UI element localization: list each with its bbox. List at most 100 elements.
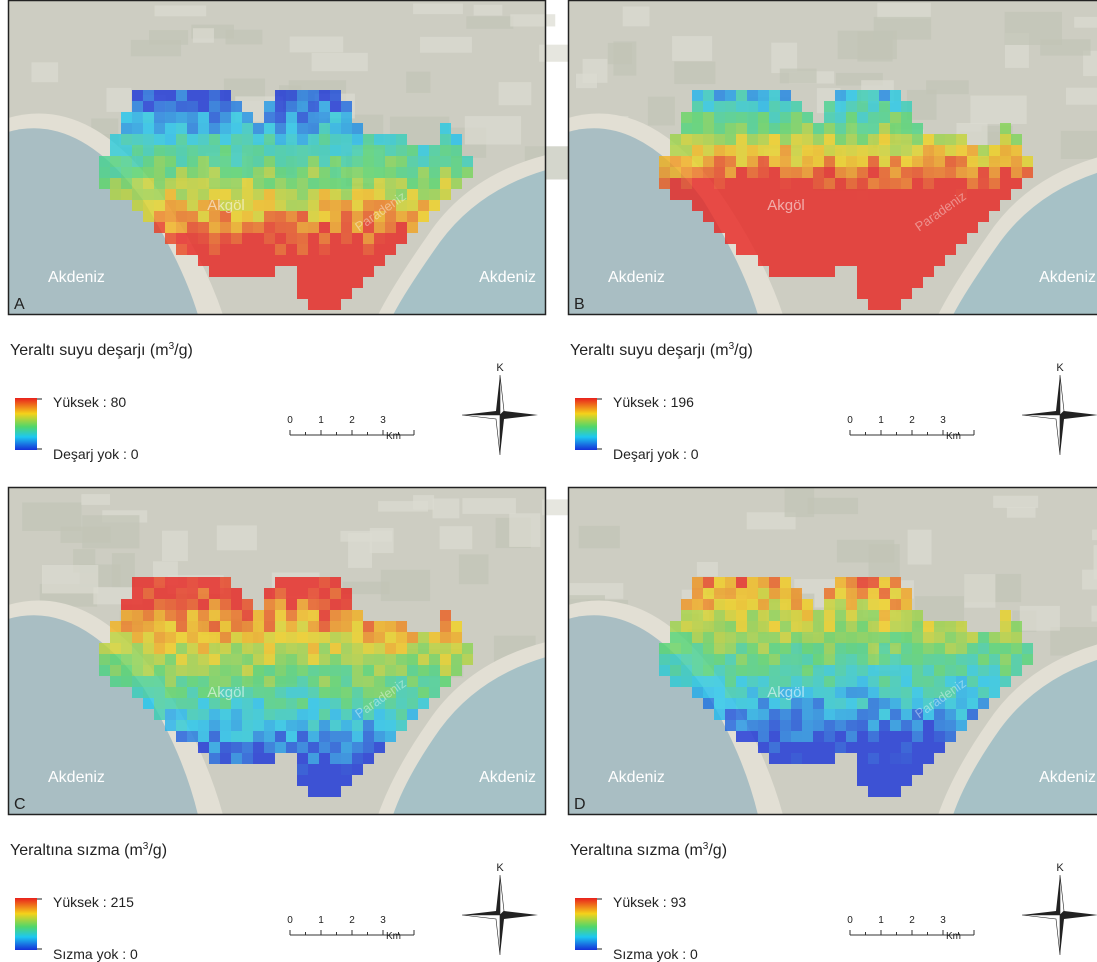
raster-cell [912, 753, 923, 764]
raster-cell [868, 665, 879, 676]
raster-cell [835, 643, 846, 654]
raster-cell [846, 156, 857, 167]
raster-cell [956, 665, 967, 676]
raster-cell [890, 244, 901, 255]
raster-cell [242, 134, 253, 145]
raster-cell [264, 654, 275, 665]
raster-cell [780, 134, 791, 145]
raster-cell [275, 200, 286, 211]
raster-cell [879, 599, 890, 610]
raster-cell [901, 764, 912, 775]
raster-cell [692, 178, 703, 189]
raster-cell [846, 709, 857, 720]
raster-cell [385, 643, 396, 654]
raster-cell [440, 189, 451, 200]
raster-cell [187, 720, 198, 731]
raster-cell [440, 167, 451, 178]
raster-cell [813, 742, 824, 753]
raster-cell [736, 200, 747, 211]
raster-cell [154, 178, 165, 189]
raster-cell [1011, 621, 1022, 632]
raster-cell [791, 731, 802, 742]
raster-cell [275, 189, 286, 200]
raster-cell [714, 200, 725, 211]
raster-cell [901, 720, 912, 731]
raster-cell [308, 676, 319, 687]
raster-cell [275, 621, 286, 632]
raster-cell [736, 90, 747, 101]
terrain-patch [1061, 131, 1097, 159]
raster-cell [187, 167, 198, 178]
raster-cell [890, 764, 901, 775]
raster-cell [824, 621, 835, 632]
raster-cell [198, 178, 209, 189]
raster-cell [209, 101, 220, 112]
raster-cell [703, 178, 714, 189]
raster-cell [341, 599, 352, 610]
terrain-patch [420, 37, 472, 53]
raster-cell [846, 698, 857, 709]
terrain-patch [348, 533, 372, 568]
raster-cell [330, 731, 341, 742]
scale-label: 3 [380, 415, 386, 426]
legend-title-end: /g) [174, 342, 193, 359]
raster-cell [824, 200, 835, 211]
raster-cell [143, 112, 154, 123]
raster-cell [890, 211, 901, 222]
raster-cell [857, 200, 868, 211]
raster-cell [989, 145, 1000, 156]
raster-cell [736, 731, 747, 742]
raster-cell [209, 90, 220, 101]
raster-cell [308, 90, 319, 101]
raster-cell [978, 654, 989, 665]
raster-cell [308, 786, 319, 797]
raster-cell [132, 156, 143, 167]
raster-cell [945, 643, 956, 654]
raster-cell [231, 742, 242, 753]
raster-cell [418, 167, 429, 178]
raster-cell [824, 167, 835, 178]
raster-cell [352, 266, 363, 277]
legend-high: Yüksek : 196 [613, 394, 694, 410]
raster-cell [681, 610, 692, 621]
scale-label: 1 [878, 915, 884, 926]
raster-cell [758, 665, 769, 676]
raster-cell [923, 189, 934, 200]
raster-cell [846, 200, 857, 211]
raster-cell [319, 610, 330, 621]
raster-cell [330, 621, 341, 632]
raster-cell [154, 123, 165, 134]
raster-cell [187, 709, 198, 720]
raster-cell [989, 687, 1000, 698]
scale-label: 0 [847, 915, 853, 926]
raster-cell [692, 101, 703, 112]
raster-cell [385, 731, 396, 742]
raster-cell [440, 610, 451, 621]
raster-cell [121, 167, 132, 178]
raster-cell [769, 266, 780, 277]
raster-cell [374, 665, 385, 676]
raster-cell [791, 178, 802, 189]
raster-cell [308, 599, 319, 610]
raster-cell [747, 610, 758, 621]
raster-cell [780, 90, 791, 101]
raster-cell [868, 200, 879, 211]
raster-cell [165, 687, 176, 698]
terrain-patch [674, 62, 715, 84]
raster-cell [692, 621, 703, 632]
raster-cell [1022, 654, 1033, 665]
raster-cell [736, 167, 747, 178]
raster-cell [659, 643, 670, 654]
raster-cell [747, 90, 758, 101]
raster-cell [418, 632, 429, 643]
raster-cell [286, 178, 297, 189]
raster-cell [912, 266, 923, 277]
terrain-patch [697, 562, 718, 576]
raster-cell [802, 654, 813, 665]
raster-cell [187, 731, 198, 742]
raster-cell [154, 676, 165, 687]
raster-cell [725, 654, 736, 665]
raster-cell [330, 588, 341, 599]
raster-cell [308, 211, 319, 222]
raster-cell [341, 277, 352, 288]
